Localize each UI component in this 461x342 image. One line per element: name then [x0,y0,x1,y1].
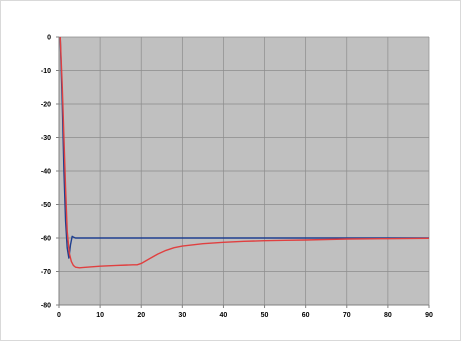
x-tick-label-6: 60 [302,312,310,319]
series-lines [59,36,430,269]
x-tick-label-0: 0 [57,312,61,319]
x-tick-label-2: 20 [137,312,145,319]
y-tick-label-4: -40 [41,169,51,176]
x-tick-label-8: 80 [384,312,392,319]
y-tick-label-0: 0 [47,35,51,42]
x-tick-label-4: 40 [220,312,228,319]
y-tick-label-2: -20 [41,102,51,109]
y-tick-label-8: -80 [41,303,51,310]
x-tick-label-9: 90 [425,312,433,319]
y-tick-labels: 0 -10 -20 -30 -40 -50 -60 -70 -80 [41,35,51,310]
series-line-0 [59,36,429,259]
y-tick-label-7: -70 [41,269,51,276]
y-tick-label-3: -30 [41,135,51,142]
y-tick-label-1: -10 [41,68,51,75]
axes [56,36,430,308]
x-tick-labels: 0 10 20 30 40 50 60 70 80 90 [57,312,433,319]
y-tick-label-6: -60 [41,236,51,243]
y-tick-label-5: -50 [41,202,51,209]
x-tick-label-7: 70 [343,312,351,319]
x-tick-label-3: 30 [178,312,186,319]
x-tick-label-1: 10 [96,312,104,319]
x-tick-label-5: 50 [261,312,269,319]
series-line-1 [59,36,430,269]
